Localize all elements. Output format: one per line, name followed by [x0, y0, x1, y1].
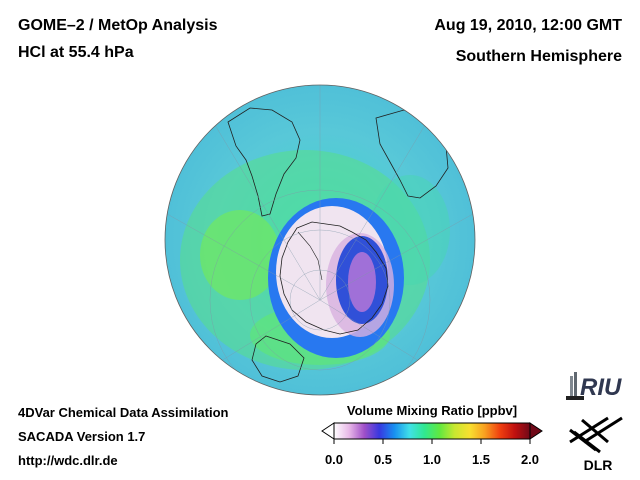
title-line-2: HCl at 55.4 hPa: [18, 44, 134, 61]
colorbar-right-arrow: [529, 422, 543, 440]
antarctica-outline: [279, 221, 389, 335]
colorbar-ramp: [333, 422, 531, 440]
colorbar-tick-label: 2.0: [521, 452, 539, 467]
colorbar-tick-label: 0.5: [374, 452, 392, 467]
riu-logo-text: RIU: [580, 374, 622, 401]
colorbar-left-arrow: [321, 422, 335, 440]
title-line-1: GOME–2 / MetOp Analysis: [18, 17, 218, 34]
footer-line-2: SACADA Version 1.7: [18, 429, 146, 444]
dlr-logo-text: DLR: [584, 457, 613, 473]
region-label: Southern Hemisphere: [455, 48, 622, 65]
dlr-logo: DLR: [569, 416, 623, 473]
riu-logo: RIU: [566, 372, 622, 401]
south-america-outline: [227, 107, 301, 217]
colorbar-tick-label: 1.0: [423, 452, 441, 467]
footer-line-1: 4DVar Chemical Data Assimilation: [18, 405, 229, 420]
colorbar-tick-label: 1.5: [472, 452, 490, 467]
colorbar-title: Volume Mixing Ratio [ppbv]: [347, 403, 517, 418]
globe-rim: [164, 84, 476, 396]
colorbar-tick-label: 0.0: [325, 452, 343, 467]
australia-outline: [251, 335, 305, 383]
date-label: Aug 19, 2010, 12:00 GMT: [434, 17, 622, 34]
footer-url: http://wdc.dlr.de: [18, 453, 118, 468]
